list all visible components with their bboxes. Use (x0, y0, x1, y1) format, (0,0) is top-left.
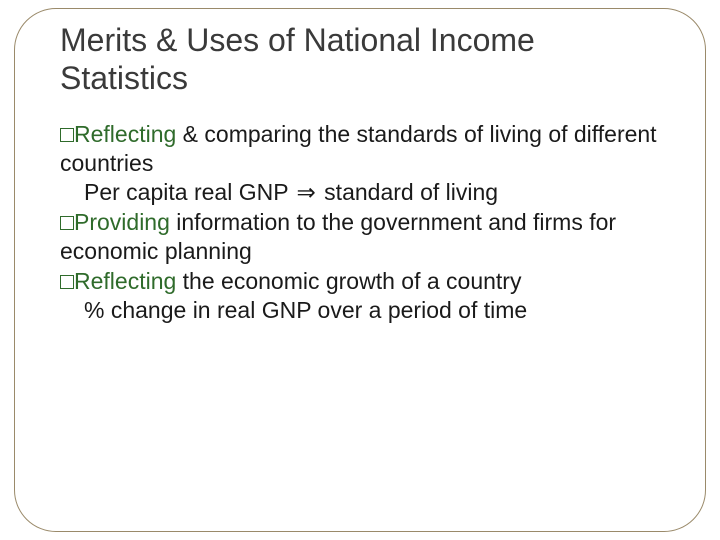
implies-arrow-icon: ⇒ (295, 179, 318, 205)
bullet-lead: Reflecting (74, 121, 176, 147)
slide-content: Merits & Uses of National Income Statist… (60, 22, 670, 326)
bullet-item: Reflecting & comparing the standards of … (60, 120, 670, 179)
slide: Merits & Uses of National Income Statist… (0, 0, 720, 540)
bullet-item: Reflecting the economic growth of a coun… (60, 267, 670, 296)
subline-before: Per capita real GNP (84, 179, 295, 205)
bullet-subline: Per capita real GNP ⇒ standard of living (60, 178, 670, 207)
square-bullet-icon (60, 128, 74, 142)
bullet-item: Providing information to the government … (60, 208, 670, 267)
bullet-lead: Reflecting (74, 268, 176, 294)
square-bullet-icon (60, 275, 74, 289)
bullet-rest: the economic growth of a country (176, 268, 521, 294)
bullet-lead: Providing (74, 209, 170, 235)
square-bullet-icon (60, 216, 74, 230)
slide-body: Reflecting & comparing the standards of … (60, 120, 670, 326)
subline-before: % change in real GNP over a period of ti… (84, 297, 527, 323)
slide-title: Merits & Uses of National Income Statist… (60, 22, 670, 98)
subline-after: standard of living (318, 179, 498, 205)
bullet-subline: % change in real GNP over a period of ti… (60, 296, 670, 325)
